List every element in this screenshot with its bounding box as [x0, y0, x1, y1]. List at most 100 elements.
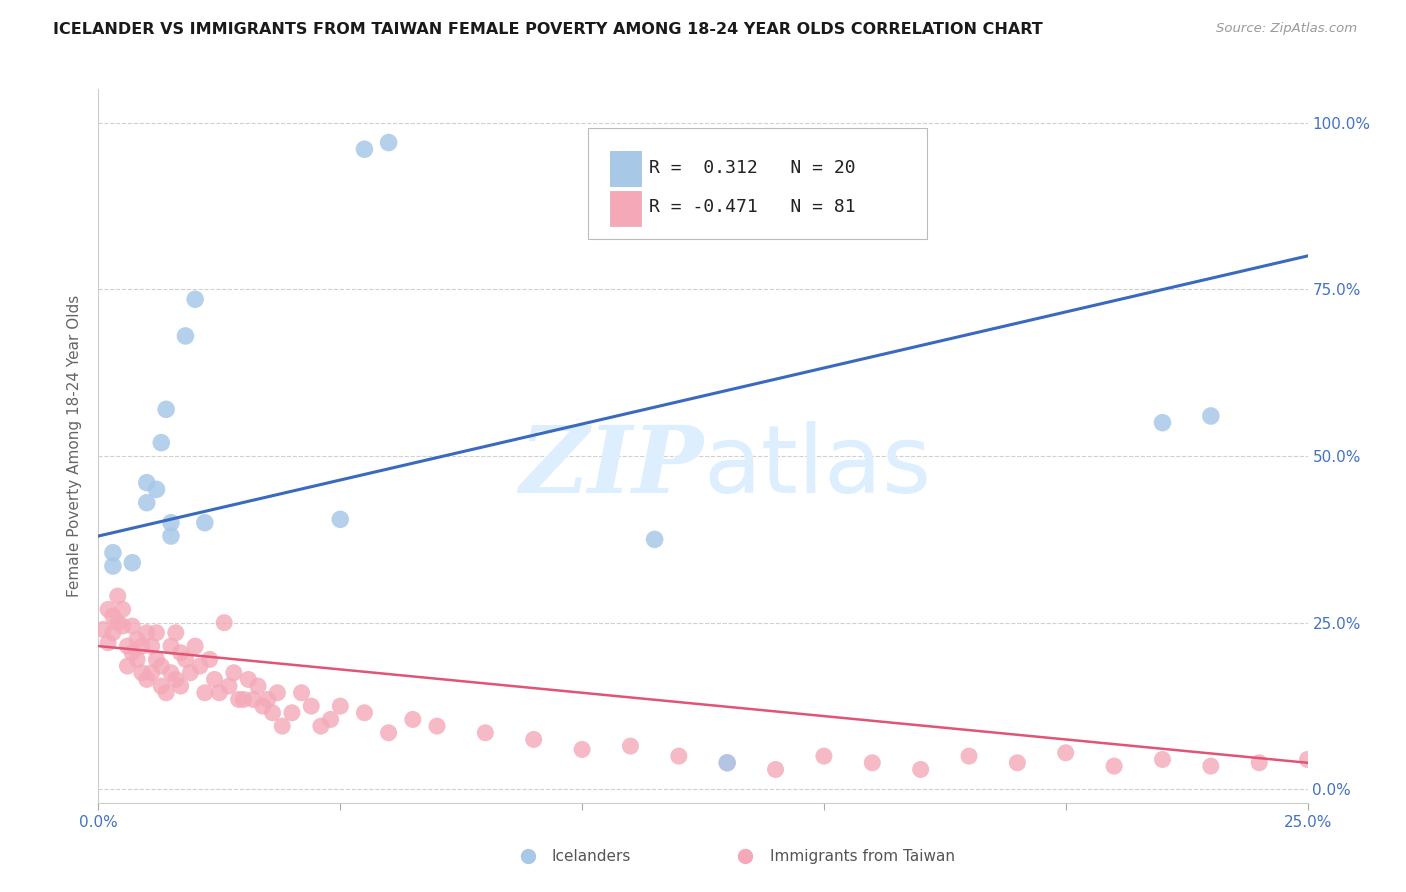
Point	[194, 686, 217, 700]
Point	[160, 665, 183, 680]
Point	[474, 725, 496, 739]
Text: Source: ZipAtlas.com: Source: ZipAtlas.com	[1216, 22, 1357, 36]
Point	[309, 719, 332, 733]
Point	[716, 756, 738, 770]
Point	[101, 609, 124, 624]
Point	[262, 706, 284, 720]
Point	[1007, 756, 1029, 770]
Point	[131, 665, 153, 680]
Point	[155, 402, 177, 417]
Point	[765, 763, 787, 777]
FancyBboxPatch shape	[588, 128, 927, 239]
Point	[150, 659, 173, 673]
Point	[319, 713, 342, 727]
Point	[208, 686, 231, 700]
Point	[179, 665, 201, 680]
Point	[141, 665, 163, 680]
Point	[218, 679, 240, 693]
Text: R =  0.312   N = 20: R = 0.312 N = 20	[648, 159, 855, 177]
Y-axis label: Female Poverty Among 18-24 Year Olds: Female Poverty Among 18-24 Year Olds	[67, 295, 83, 597]
Point	[1152, 752, 1174, 766]
Point	[1249, 756, 1271, 770]
Point	[290, 686, 312, 700]
Point	[135, 625, 157, 640]
Point	[131, 639, 153, 653]
Point	[135, 475, 157, 490]
Point	[222, 665, 245, 680]
Point	[910, 763, 932, 777]
Point	[212, 615, 235, 630]
Point	[107, 615, 129, 630]
Point	[271, 719, 294, 733]
Point	[174, 652, 197, 666]
Point	[135, 496, 157, 510]
Point	[117, 659, 139, 673]
Point	[1102, 759, 1125, 773]
FancyBboxPatch shape	[610, 151, 641, 186]
Point	[145, 483, 167, 497]
Point	[160, 516, 183, 530]
Point	[91, 623, 114, 637]
Point	[238, 673, 260, 687]
Point	[716, 756, 738, 770]
Point	[668, 749, 690, 764]
Point	[266, 686, 288, 700]
Point	[97, 602, 120, 616]
Point	[242, 692, 264, 706]
Point	[121, 556, 143, 570]
Text: Icelanders: Icelanders	[551, 849, 631, 863]
Point	[353, 142, 375, 156]
Point	[155, 686, 177, 700]
Point	[165, 673, 187, 687]
Point	[377, 136, 399, 150]
Point	[135, 673, 157, 687]
Point	[426, 719, 449, 733]
Point	[188, 659, 211, 673]
Point	[121, 619, 143, 633]
Point	[329, 512, 352, 526]
Point	[256, 692, 278, 706]
Point	[281, 706, 304, 720]
Point	[150, 679, 173, 693]
FancyBboxPatch shape	[610, 191, 641, 227]
Point	[247, 679, 270, 693]
Point	[141, 639, 163, 653]
Point	[204, 673, 226, 687]
Point	[101, 546, 124, 560]
Point	[111, 602, 134, 616]
Point	[169, 646, 191, 660]
Point	[121, 646, 143, 660]
Point	[145, 652, 167, 666]
Point	[402, 713, 425, 727]
Point	[169, 679, 191, 693]
Point	[1199, 759, 1222, 773]
Text: Immigrants from Taiwan: Immigrants from Taiwan	[769, 849, 955, 863]
Point	[165, 625, 187, 640]
Text: ZIP: ZIP	[519, 423, 703, 512]
Point	[329, 699, 352, 714]
Point	[160, 529, 183, 543]
Point	[127, 652, 149, 666]
Point	[150, 435, 173, 450]
Point	[571, 742, 593, 756]
Point	[107, 589, 129, 603]
Point	[111, 619, 134, 633]
Point	[377, 725, 399, 739]
Point	[127, 632, 149, 647]
Point	[813, 749, 835, 764]
Point	[353, 706, 375, 720]
Point	[174, 329, 197, 343]
Point	[101, 625, 124, 640]
Point	[184, 293, 207, 307]
Point	[232, 692, 254, 706]
Point	[860, 756, 883, 770]
Point	[160, 639, 183, 653]
Point	[619, 739, 641, 753]
Point	[1296, 752, 1319, 766]
Point	[252, 699, 274, 714]
Text: ICELANDER VS IMMIGRANTS FROM TAIWAN FEMALE POVERTY AMONG 18-24 YEAR OLDS CORRELA: ICELANDER VS IMMIGRANTS FROM TAIWAN FEMA…	[53, 22, 1043, 37]
Point	[299, 699, 322, 714]
Point	[184, 639, 207, 653]
Point	[1199, 409, 1222, 423]
Point	[957, 749, 980, 764]
